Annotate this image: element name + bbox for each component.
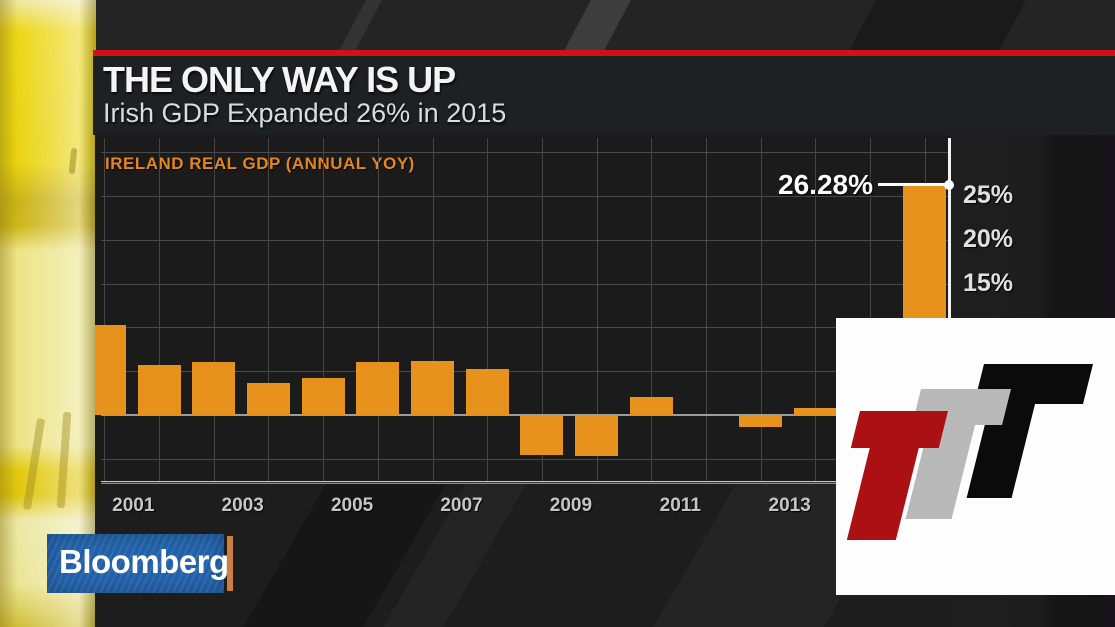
bloomberg-logo-background (47, 534, 224, 593)
x-axis-line (101, 481, 951, 484)
y-axis-line (948, 138, 951, 483)
horizontal-gridline (101, 196, 951, 197)
studio-background-top (0, 0, 1115, 56)
x-axis-label-2005: 2005 (330, 495, 374, 516)
page-title: THE ONLY WAY IS UP (103, 59, 456, 100)
series-label: IRELAND REAL GDP (ANNUAL YOY) (105, 154, 415, 173)
gdp-bar-2009 (575, 415, 619, 457)
bloomberg-logo-hatch (47, 534, 224, 593)
gdp-bar-2005 (356, 361, 400, 415)
vertical-gridline (541, 138, 543, 483)
page-subtitle: Irish GDP Expanded 26% in 2015 (103, 98, 507, 128)
studio-background-left-shading (0, 0, 96, 627)
gdp-bar-2004 (301, 378, 345, 415)
vertical-gridline (870, 138, 872, 483)
vertical-gridline (432, 138, 434, 483)
x-axis-label-2013: 2013 (768, 495, 811, 516)
x-axis-label-2001: 2001 (112, 495, 155, 516)
vertical-gridline (104, 138, 106, 483)
annotation-marker-dot (944, 179, 954, 190)
vertical-gridline (323, 138, 325, 483)
y-axis-label-25: 25% (963, 181, 1014, 209)
bloomberg-logo: Bloomberg (47, 534, 233, 593)
ttt-logo-box (836, 318, 1115, 595)
gdp-bar-2000 (95, 324, 126, 415)
horizontal-gridline (101, 283, 951, 285)
x-axis-label-2009: 2009 (549, 495, 593, 516)
plot-area: IRELAND REAL GDP (ANNUAL YOY) 2001 2003 20… (95, 138, 1013, 516)
x-axis-label-2003: 2003 (221, 495, 264, 516)
gdp-bar-2007 (465, 368, 509, 415)
vertical-gridline (159, 138, 160, 483)
gdp-bar-2003 (246, 383, 290, 415)
horizontal-gridline (101, 327, 951, 329)
below-axis-background (95, 483, 951, 627)
bloomberg-wordmark: Bloomberg (59, 543, 229, 580)
vertical-gridline (268, 138, 270, 483)
shadow-streak (838, 0, 1032, 56)
bloomberg-orange-bar (227, 536, 233, 591)
vertical-gridline (487, 138, 489, 483)
horizontal-gridline (101, 371, 951, 373)
gdp-bar-2013 (793, 407, 837, 415)
horizontal-gridline (101, 239, 951, 241)
vertical-gridline (706, 138, 707, 483)
studio-background-left (0, 0, 96, 627)
vertical-gridline (651, 138, 653, 483)
vertical-gridline (596, 138, 598, 483)
annotation-callout-line (878, 183, 949, 187)
vertical-gridline (377, 138, 379, 483)
x-axis-label-2011: 2011 (659, 495, 701, 516)
gdp-bar-2010 (629, 397, 673, 415)
horizontal-gridline (101, 458, 951, 460)
vertical-gridline (213, 138, 215, 483)
red-accent-bar (93, 50, 1115, 56)
horizontal-gridline (101, 152, 951, 154)
ttt-logo-red-t-icon (828, 411, 960, 541)
y-axis-label-20: 20% (963, 224, 1014, 253)
vertical-gridline (815, 138, 817, 483)
light-streak (553, 0, 637, 56)
value-annotation: 26.28% (778, 168, 873, 200)
y-axis-label-15: 15% (963, 268, 1014, 297)
gdp-bar-2008 (520, 415, 564, 456)
gdp-bar-2001 (137, 365, 181, 415)
vertical-gridline (760, 138, 762, 483)
gdp-bar-2002 (192, 362, 236, 415)
gdp-bar-2012 (739, 415, 783, 428)
headline-banner: THE ONLY WAY IS UP Irish GDP Expanded 26… (93, 56, 1115, 135)
light-streak (328, 0, 388, 56)
x-axis-label-2007: 2007 (440, 495, 483, 516)
gdp-bar-2006 (411, 360, 454, 415)
